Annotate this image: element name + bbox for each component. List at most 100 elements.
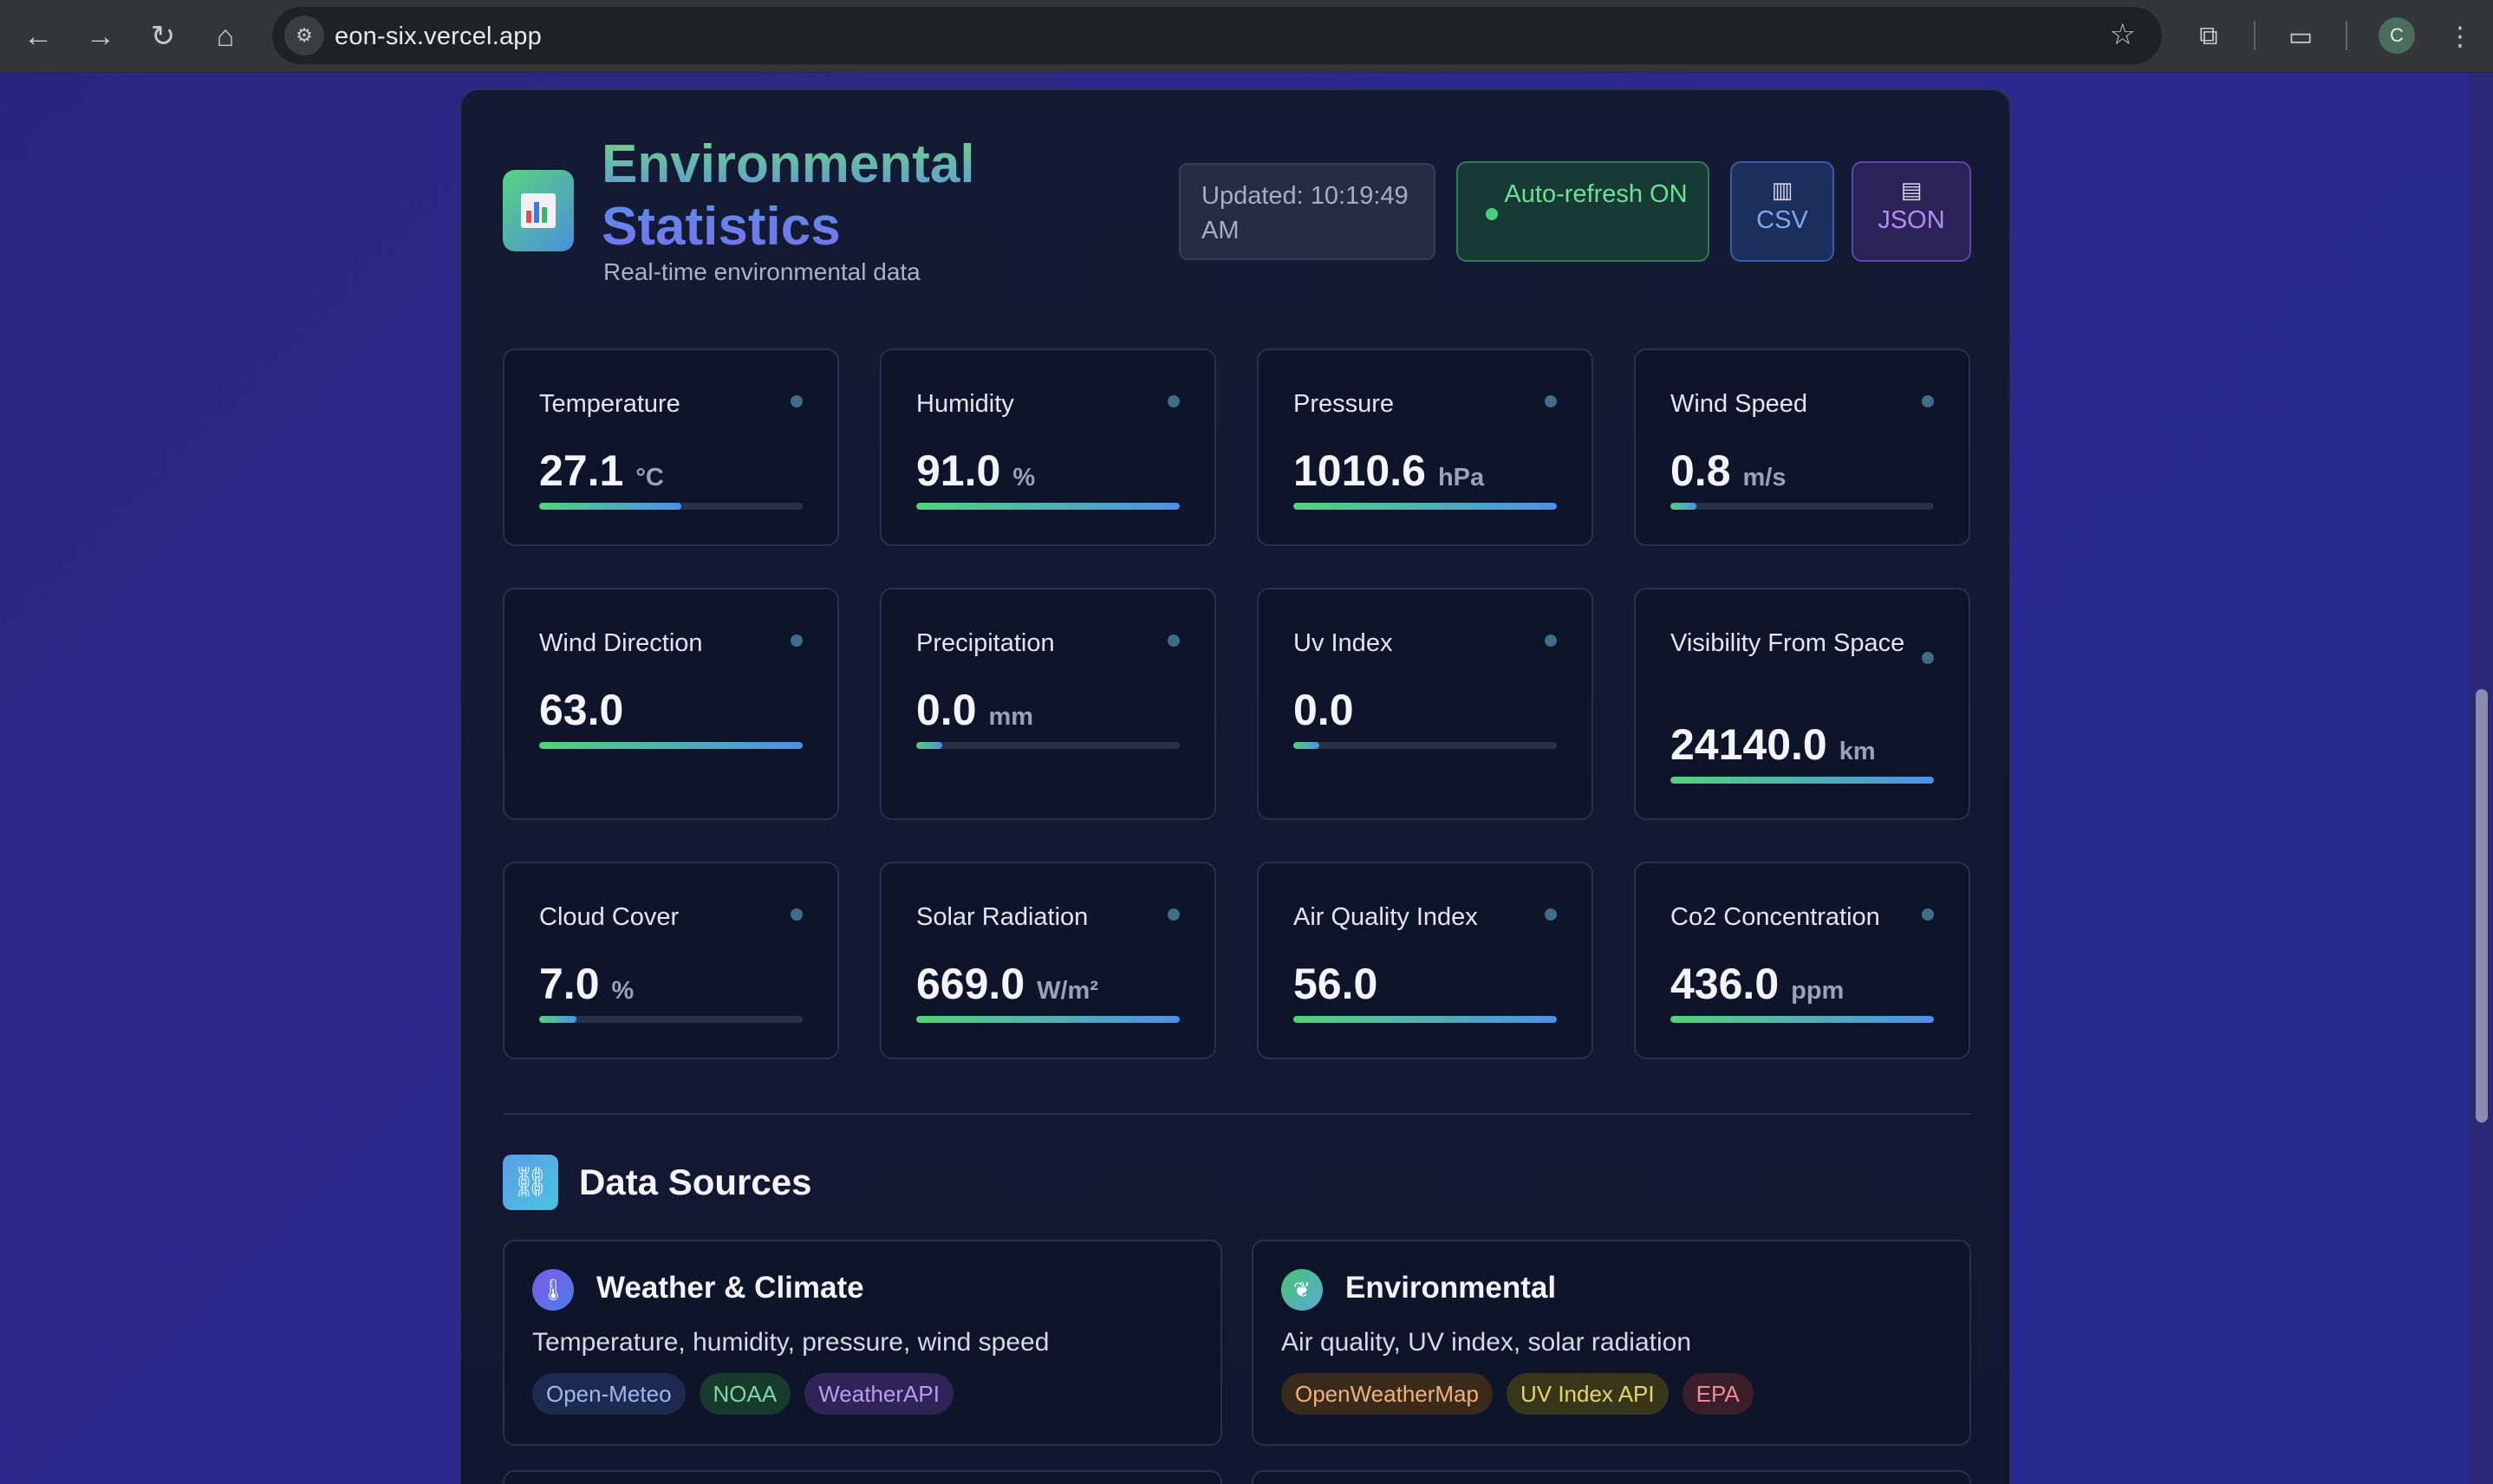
json-label: JSON <box>1878 206 1945 234</box>
data-source-card <box>503 1470 1222 1484</box>
provider-chip-list: Open-Meteo NOAA WeatherAPI <box>532 1373 954 1415</box>
document-icon: ▤ <box>1900 177 1923 203</box>
metric-value: 436.0 ppm <box>1670 959 1844 1009</box>
metric-label: Wind Speed <box>1670 390 1807 418</box>
bookmark-star-icon[interactable]: ☆ <box>2109 18 2136 51</box>
status-dot <box>1168 395 1180 407</box>
metric-progress-bar <box>1293 1016 1557 1023</box>
metric-value: 7.0% <box>539 959 634 1009</box>
browser-toolbar: ← → ↻ ⌂ ⚙ eon-six.vercel.app ☆ ⧉ ▭ C ⋮ <box>0 0 2493 73</box>
metric-progress-bar <box>1670 503 1934 510</box>
data-source-title: Environmental <box>1345 1271 1557 1305</box>
status-dot <box>1922 652 1934 664</box>
metric-value: 0.0 mm <box>916 685 1033 735</box>
scrollbar-thumb[interactable] <box>2476 689 2488 1123</box>
metric-progress-fill <box>539 742 803 749</box>
metric-number: 0.0 <box>1293 686 1354 734</box>
metric-label: Uv Index <box>1293 629 1393 657</box>
address-bar[interactable]: ⚙ eon-six.vercel.app ☆ <box>272 7 2162 64</box>
auto-refresh-label: Auto-refresh ON <box>1504 180 1688 208</box>
metric-value: 24140.0 km <box>1670 719 1876 770</box>
metric-unit: mm <box>988 703 1034 731</box>
metric-progress-fill <box>1293 742 1320 749</box>
page-subtitle: Real-time environmental data <box>603 258 921 285</box>
metric-card-visibility-from-space: Visibility From Space 24140.0 km <box>1634 588 1970 820</box>
metric-unit: ppm <box>1791 977 1845 1005</box>
forward-icon[interactable]: → <box>86 20 115 53</box>
metric-number: 56.0 <box>1293 960 1378 1008</box>
metric-progress-bar <box>1670 777 1934 784</box>
status-dot <box>791 635 803 647</box>
metric-value: 27.1 °C <box>539 446 664 496</box>
metric-value: 0.8 m/s <box>1670 446 1787 496</box>
leaf-icon: ❦ <box>1281 1269 1323 1311</box>
metric-progress-bar <box>539 1016 803 1023</box>
status-dot <box>1486 208 1498 220</box>
metric-card-co2-concentration: Co2 Concentration 436.0 ppm <box>1634 862 1970 1059</box>
metric-progress-fill <box>1670 777 1934 784</box>
metric-number: 7.0 <box>539 960 600 1008</box>
metric-progress-bar <box>916 503 1180 510</box>
metric-progress-bar <box>1293 503 1557 510</box>
export-json-button[interactable]: ▤ JSON <box>1852 161 1971 262</box>
metric-value: 1010.6 hPa <box>1293 446 1484 496</box>
metric-progress-bar <box>539 503 803 510</box>
status-dot <box>1922 908 1934 921</box>
metric-card-pressure: Pressure 1010.6 hPa <box>1257 348 1593 546</box>
metric-label: Temperature <box>539 390 680 418</box>
metric-number: 27.1 <box>539 446 624 495</box>
extensions-icon[interactable]: ⧉ <box>2199 22 2218 50</box>
provider-chip: WeatherAPI <box>804 1373 954 1415</box>
provider-chip: EPA <box>1682 1373 1754 1415</box>
status-dot <box>1545 395 1557 407</box>
metric-progress-bar <box>1670 1016 1934 1023</box>
home-icon[interactable]: ⌂ <box>216 20 235 53</box>
provider-chip: OpenWeatherMap <box>1281 1373 1493 1415</box>
menu-kebab-icon[interactable]: ⋮ <box>2447 22 2473 51</box>
metric-progress-bar <box>916 742 1180 749</box>
status-dot <box>791 395 803 407</box>
metric-number: 1010.6 <box>1293 446 1426 495</box>
site-info-icon[interactable]: ⚙ <box>284 16 324 55</box>
metric-label: Humidity <box>916 390 1014 418</box>
tab-search-icon[interactable]: ▭ <box>2288 22 2314 51</box>
metric-card-precipitation: Precipitation 0.0 mm <box>880 588 1216 820</box>
reload-icon[interactable]: ↻ <box>150 20 176 53</box>
statistics-panel: Environmental Statistics Real-time envir… <box>459 88 2011 1484</box>
status-dot <box>791 908 803 921</box>
metric-progress-fill <box>1670 503 1697 510</box>
bar-chart-icon <box>503 170 574 251</box>
metric-label: Co2 Concentration <box>1670 903 1880 931</box>
csv-label: CSV <box>1756 206 1808 234</box>
metric-number: 91.0 <box>916 446 1001 495</box>
metric-number: 24140.0 <box>1670 720 1827 769</box>
link-icon: ⛓ <box>503 1155 558 1210</box>
url-text[interactable]: eon-six.vercel.app <box>335 23 542 50</box>
metric-card-cloud-cover: Cloud Cover 7.0% <box>503 862 839 1059</box>
metric-value: 63.0 <box>539 685 623 735</box>
metric-card-air-quality-index: Air Quality Index 56.0 <box>1257 862 1593 1059</box>
metric-value: 56.0 <box>1293 959 1377 1009</box>
metric-progress-bar <box>1293 742 1557 749</box>
metric-unit: hPa <box>1437 464 1485 491</box>
metric-unit: % <box>611 977 635 1005</box>
auto-refresh-toggle[interactable]: Auto-refresh ON <box>1456 161 1709 262</box>
status-dot <box>1922 395 1934 407</box>
metric-label: Cloud Cover <box>539 903 680 931</box>
provider-chip: NOAA <box>699 1373 791 1415</box>
page-title: Environmental Statistics <box>602 133 1052 258</box>
profile-avatar[interactable]: C <box>2379 17 2415 54</box>
metric-number: 63.0 <box>539 686 624 734</box>
metric-progress-fill <box>916 742 943 749</box>
metric-card-wind-direction: Wind Direction 63.0 <box>503 588 839 820</box>
back-icon[interactable]: ← <box>23 20 53 53</box>
data-source-card: 🌡 Weather & Climate Temperature, humidity,… <box>503 1240 1222 1446</box>
status-dot <box>1168 635 1180 647</box>
bar-chart-icon: ▥ <box>1771 177 1793 203</box>
metric-number: 0.0 <box>916 686 977 734</box>
metric-value: 0.0 <box>1293 685 1354 735</box>
export-csv-button[interactable]: ▥ CSV <box>1730 161 1834 262</box>
metric-unit: km <box>1839 738 1876 765</box>
metric-progress-bar <box>916 1016 1180 1023</box>
metric-card-wind-speed: Wind Speed 0.8 m/s <box>1634 348 1970 546</box>
